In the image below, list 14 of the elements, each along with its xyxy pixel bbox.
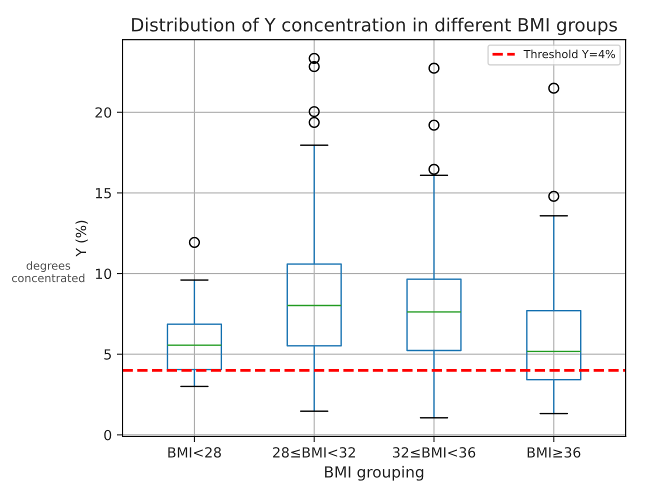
x-tick-label: BMI<28 (168, 447, 221, 458)
y-tick-label: 15 (96, 188, 111, 198)
x-axis-title: BMI grouping (325, 466, 424, 481)
y-tick-label: 0 (104, 430, 112, 440)
x-tick-label: 32≤BMI<36 (392, 447, 476, 458)
y-tick-label: 20 (95, 107, 112, 118)
y-tick-label: 10 (96, 268, 112, 280)
chart-title: Distribution of Y concentration in different BMI groups (132, 18, 617, 36)
y-tick-label: 5 (104, 349, 111, 360)
text: degrees concentrated (12, 261, 84, 282)
y-axis-title: Y (%) (75, 220, 88, 257)
x-tick-label: BMI≥36 (528, 447, 580, 458)
legend-label: Threshold Y=4% (524, 50, 616, 58)
x-tick-label: 28≤BMI<32 (273, 447, 355, 458)
